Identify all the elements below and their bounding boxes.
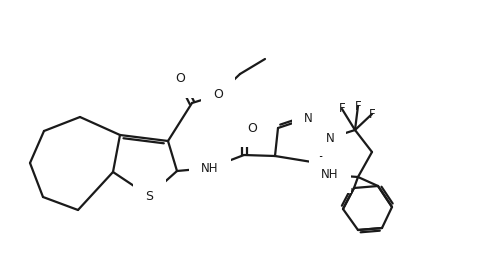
Text: F: F — [338, 102, 345, 115]
Text: F: F — [355, 100, 361, 112]
Text: N: N — [326, 132, 335, 144]
Text: O: O — [247, 122, 257, 134]
Text: O: O — [175, 73, 185, 86]
Text: S: S — [145, 189, 153, 203]
Text: NH: NH — [201, 161, 219, 175]
Text: NH: NH — [321, 168, 339, 182]
Text: F: F — [369, 108, 375, 121]
Text: N: N — [304, 111, 312, 125]
Text: O: O — [213, 89, 223, 101]
